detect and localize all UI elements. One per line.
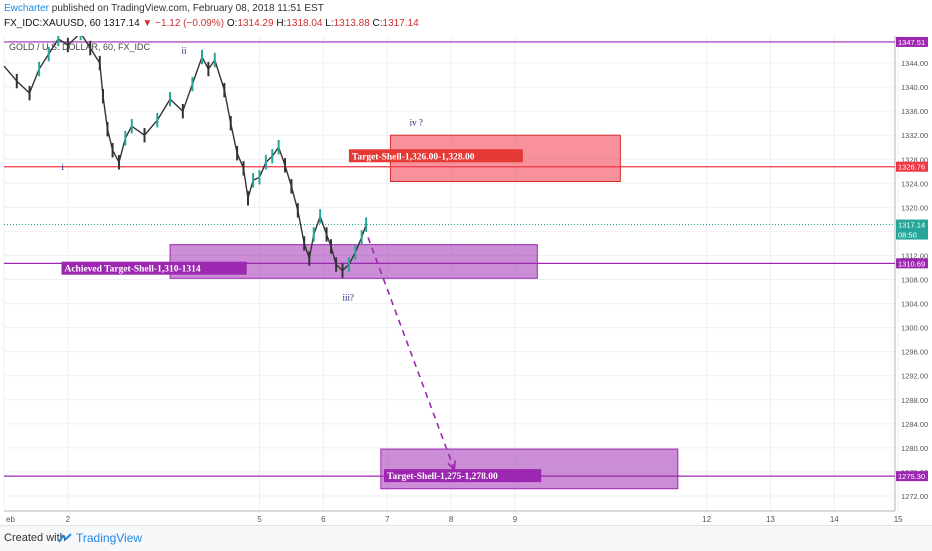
target-zone-label: Achieved Target-Shell-1,310-1314 bbox=[64, 265, 200, 275]
created-with-label: Created with bbox=[4, 532, 66, 544]
target-zone-box bbox=[380, 448, 679, 490]
high-label: H: bbox=[276, 18, 287, 29]
y-tick-label: 1272.00 bbox=[901, 492, 928, 501]
x-tick-label: 14 bbox=[830, 515, 839, 524]
target-zone-label: Target-Shell-1,326.00-1,328.00 bbox=[352, 152, 475, 162]
y-tick-label: 1320.00 bbox=[901, 203, 928, 212]
y-tick-label: 1288.00 bbox=[901, 396, 928, 405]
symbol-label: FX_IDC:XAUUSD, 60 bbox=[4, 18, 101, 29]
y-tick-label: 1324.00 bbox=[901, 179, 928, 188]
price-axis-label-bg bbox=[896, 219, 928, 240]
close-value: 1317.14 bbox=[382, 18, 419, 29]
price-axis-label-bg bbox=[896, 161, 928, 172]
price-change: ▼ −1.12 (−0.09%) bbox=[142, 18, 225, 29]
low-value: 1313.88 bbox=[333, 18, 370, 29]
price-axis-label: 1310.69 bbox=[898, 259, 925, 268]
publish-line: Ewcharter published on TradingView.com, … bbox=[4, 3, 324, 14]
y-tick-label: 1328.00 bbox=[901, 155, 928, 164]
target-zone-label-bg bbox=[348, 149, 523, 163]
y-tick-label: 1292.00 bbox=[901, 372, 928, 381]
price-axis-label: 1317.14 bbox=[898, 221, 925, 230]
open-label: O: bbox=[226, 18, 238, 29]
y-tick-label: 1304.00 bbox=[901, 300, 928, 309]
open-value: 1314.29 bbox=[237, 18, 274, 29]
y-tick-label: 1284.00 bbox=[901, 420, 928, 429]
chart-legend: GOLD / U.S. DOLLAR, 60, FX_IDC bbox=[9, 42, 151, 52]
x-tick-label: 9 bbox=[513, 515, 518, 524]
close-label: C: bbox=[372, 18, 383, 29]
projection-arrow-line bbox=[367, 237, 456, 470]
y-tick-label: 1312.00 bbox=[901, 251, 928, 260]
x-tick-label: 15 bbox=[894, 515, 903, 524]
tradingview-brand-link[interactable]: TradingView bbox=[76, 531, 143, 545]
y-tick-label: 1296.00 bbox=[901, 348, 928, 357]
y-tick-label: 1336.00 bbox=[901, 107, 928, 116]
x-tick-label: 13 bbox=[766, 515, 775, 524]
wave-annotation: iv ? bbox=[410, 118, 423, 128]
price-axis-label: 1326.76 bbox=[898, 163, 925, 172]
y-tick-label: 1340.00 bbox=[901, 83, 928, 92]
price-axis-label: 1275.30 bbox=[898, 472, 925, 481]
tradingview-logo-icon bbox=[58, 533, 72, 543]
price-chart[interactable]: GOLD / U.S. DOLLAR, 60, FX_IDC1272.00127… bbox=[0, 36, 932, 525]
wave-annotation: i bbox=[61, 162, 64, 172]
price-axis-label-bg bbox=[896, 258, 928, 269]
footer-bar: Created with TradingView bbox=[0, 525, 932, 551]
price-axis-label-bg bbox=[896, 36, 928, 47]
y-tick-label: 1308.00 bbox=[901, 276, 928, 285]
price-axis-countdown: 08:50 bbox=[898, 231, 917, 240]
y-tick-label: 1280.00 bbox=[901, 444, 928, 453]
x-tick-label: 6 bbox=[321, 515, 326, 524]
y-tick-label: 1300.00 bbox=[901, 324, 928, 333]
last-price: 1317.14 bbox=[103, 18, 140, 29]
price-axis-label-bg bbox=[896, 471, 928, 482]
target-zone-label-bg bbox=[61, 261, 247, 275]
ohlc-line: FX_IDC:XAUUSD, 60 1317.14 ▼ −1.12 (−0.09… bbox=[4, 18, 419, 29]
low-label: L: bbox=[325, 18, 334, 29]
wave-annotation: ii bbox=[182, 45, 188, 55]
target-zone-label-bg bbox=[384, 469, 542, 483]
y-tick-label: 1344.00 bbox=[901, 59, 928, 68]
x-tick-label: 2 bbox=[66, 515, 71, 524]
x-tick-label: 12 bbox=[702, 515, 711, 524]
target-zone-box bbox=[169, 244, 538, 279]
author-link[interactable]: Ewcharter bbox=[4, 3, 50, 14]
high-value: 1318.04 bbox=[286, 18, 323, 29]
x-tick-label: eb bbox=[6, 515, 15, 524]
price-axis-label: 1347.51 bbox=[898, 38, 925, 47]
publish-info: published on TradingView.com, February 0… bbox=[51, 3, 324, 14]
x-tick-label: 8 bbox=[449, 515, 454, 524]
x-tick-label: 5 bbox=[257, 515, 262, 524]
chart-header: Ewcharter published on TradingView.com, … bbox=[0, 0, 932, 36]
target-zone-label: Target-Shell-1,275-1,278.00 bbox=[387, 472, 498, 482]
x-tick-label: 7 bbox=[385, 515, 390, 524]
wave-annotation: iii? bbox=[343, 293, 355, 303]
y-tick-label: 1332.00 bbox=[901, 131, 928, 140]
